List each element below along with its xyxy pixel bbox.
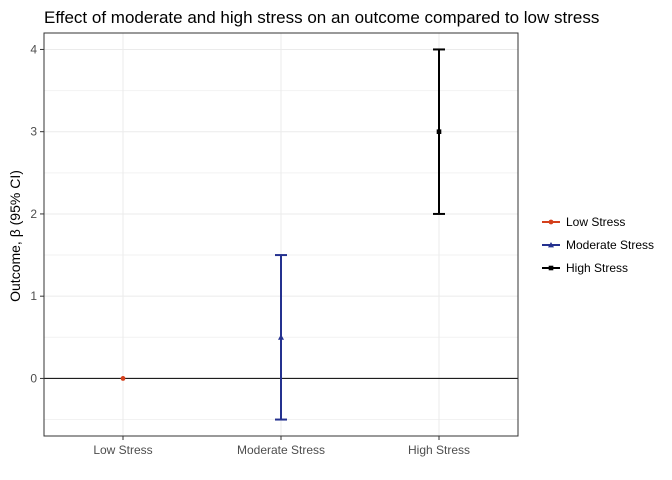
legend-label: Moderate Stress — [566, 238, 654, 252]
legend-label: High Stress — [566, 261, 628, 275]
y-tick-label: 0 — [30, 371, 37, 385]
legend-label: Low Stress — [566, 215, 625, 229]
legend-key-marker — [548, 242, 554, 248]
y-axis-title: Outcome, β (95% CI) — [7, 170, 23, 302]
point-estimate — [278, 334, 284, 340]
legend: Low Stress Moderate Stress High Stress — [542, 215, 654, 275]
x-tick-label: Moderate Stress — [237, 443, 325, 457]
x-tick-label: High Stress — [408, 443, 470, 457]
data-layer — [120, 48, 445, 421]
y-tick-layer: 0 1 2 3 4 — [30, 42, 44, 385]
legend-key-marker — [548, 219, 554, 225]
y-tick-label: 2 — [30, 207, 37, 221]
point-estimate — [436, 129, 442, 134]
x-tick-label: Low Stress — [93, 443, 152, 457]
y-tick-label: 3 — [30, 125, 37, 139]
legend-key-marker — [548, 265, 554, 271]
y-tick-label: 1 — [30, 289, 37, 303]
point-estimate — [120, 376, 126, 381]
y-tick-label: 4 — [30, 42, 37, 56]
chart-title: Effect of moderate and high stress on an… — [44, 8, 599, 27]
x-tick-layer: Low Stress Moderate Stress High Stress — [93, 436, 470, 457]
